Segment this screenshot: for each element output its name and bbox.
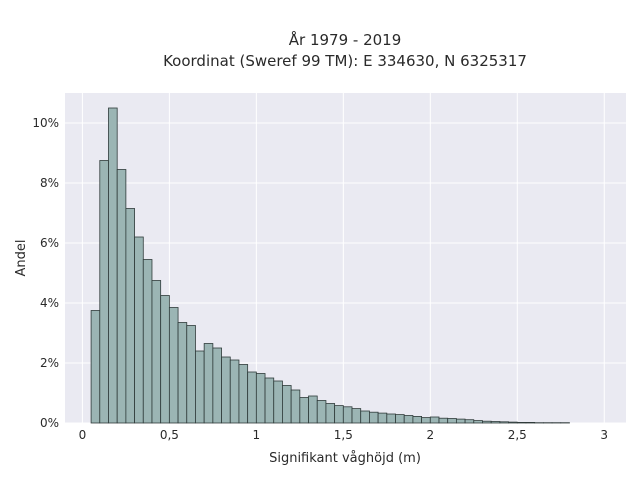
y-tick-label: 10% <box>32 116 59 130</box>
histogram-bar <box>282 385 292 424</box>
histogram-bar <box>247 371 257 424</box>
x-axis-label: Signifikant våghöjd (m) <box>269 451 421 466</box>
histogram-bar <box>447 418 457 424</box>
histogram-bar <box>290 389 301 424</box>
histogram-bars <box>90 107 570 424</box>
histogram-bar <box>369 411 379 424</box>
histogram-bar <box>473 420 483 424</box>
histogram-bar <box>160 295 170 424</box>
histogram-bar <box>482 420 492 424</box>
histogram-bar <box>142 259 153 424</box>
histogram-bar <box>525 421 536 424</box>
histogram-bar <box>177 322 188 424</box>
x-tick-label: 0 <box>79 428 87 442</box>
x-tick-label: 1 <box>253 428 261 442</box>
histogram-bar <box>186 325 196 424</box>
histogram-bar <box>421 417 431 424</box>
x-tick-label: 2 <box>426 428 434 442</box>
histogram-bar <box>221 356 231 424</box>
histogram-bar <box>334 405 344 424</box>
histogram-bar <box>490 421 501 424</box>
histogram-bar <box>108 107 118 424</box>
histogram-bar <box>308 395 318 424</box>
histogram-bar <box>508 421 518 424</box>
histogram-bar <box>168 307 179 424</box>
histogram-bar <box>212 347 222 424</box>
histogram-bar <box>429 416 440 424</box>
histogram-bar <box>316 400 327 424</box>
histogram-bar <box>134 236 144 424</box>
histogram-bar <box>116 169 127 424</box>
y-tick-label: 0% <box>40 416 59 430</box>
histogram-bar <box>455 418 466 424</box>
histogram-bar <box>264 377 275 424</box>
histogram-bar <box>203 343 214 424</box>
histogram-bar <box>499 421 509 424</box>
histogram-bar <box>273 380 283 424</box>
x-tick-label: 0,5 <box>160 428 179 442</box>
y-tick-label: 4% <box>40 296 59 310</box>
chart-title-line-1: År 1979 - 2019 <box>289 30 402 49</box>
x-tick-label: 3 <box>600 428 608 442</box>
y-tick-label: 8% <box>40 176 59 190</box>
y-tick-label: 6% <box>40 236 59 250</box>
histogram-bar <box>438 417 449 424</box>
histogram-bar <box>255 373 266 424</box>
histogram-bar <box>403 415 414 424</box>
histogram-bar <box>351 408 362 424</box>
histogram-bar <box>299 397 309 424</box>
histogram-bar <box>125 208 135 424</box>
histogram-bar <box>360 410 370 424</box>
histogram-bar <box>195 350 205 424</box>
histogram-bar <box>516 421 527 424</box>
histogram-bar <box>325 403 336 424</box>
y-axis-label: Andel <box>14 240 29 277</box>
histogram-bar <box>412 415 423 424</box>
histogram-bar <box>386 413 396 424</box>
histogram-bar <box>90 310 101 424</box>
histogram-bar <box>377 412 388 424</box>
histogram-bar <box>342 406 353 424</box>
histogram-bar <box>229 359 240 424</box>
y-tick-label: 2% <box>40 356 59 370</box>
x-tick-label: 2,5 <box>508 428 527 442</box>
histogram-bar <box>99 160 109 424</box>
y-axis-ticks: 0% 2% 4% 6% 8% 10% <box>32 116 59 430</box>
histogram-bar <box>464 419 475 424</box>
x-tick-label: 1,5 <box>334 428 353 442</box>
chart-title-line-2: Koordinat (Sweref 99 TM): E 334630, N 63… <box>163 52 527 70</box>
histogram-bar <box>395 414 405 424</box>
x-axis-ticks: 0 0,5 1 1,5 2 2,5 3 <box>79 428 609 442</box>
histogram-bar <box>151 280 162 424</box>
histogram-bar <box>238 364 249 424</box>
